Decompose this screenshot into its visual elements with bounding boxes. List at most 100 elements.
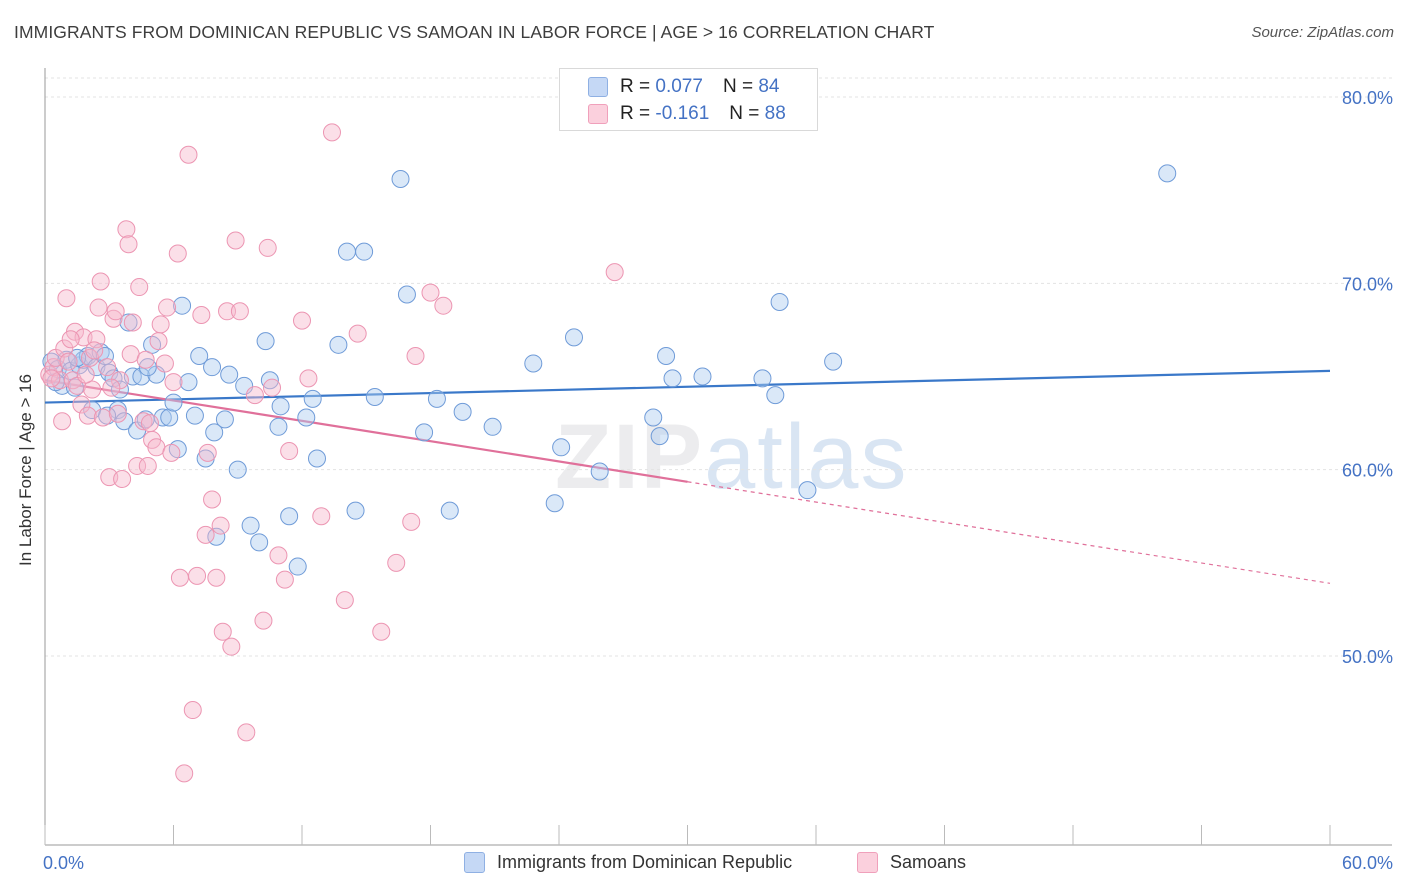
- data-point-dominican-republic: [427, 389, 446, 408]
- watermark: ZIPatlas: [555, 406, 909, 508]
- trend-line-pink-solid: [44, 379, 688, 483]
- points-dominican-republic: [42, 164, 1177, 576]
- data-point-dominican-republic: [160, 408, 179, 427]
- bottom-legend-swatch-blue: [464, 852, 485, 873]
- data-point-dominican-republic: [355, 242, 374, 261]
- data-point-dominican-republic: [644, 408, 663, 427]
- trend-line-pink: [44, 379, 1331, 584]
- data-point-dominican-republic: [663, 369, 682, 388]
- data-point-dominican-republic: [415, 423, 434, 442]
- data-point-samoans: [164, 373, 183, 392]
- data-point-samoans: [322, 123, 341, 142]
- gridlines: [45, 77, 1392, 657]
- data-point-dominican-republic: [220, 365, 239, 384]
- bottom-legend-item-pink: Samoans: [857, 852, 966, 873]
- data-point-dominican-republic: [228, 460, 247, 479]
- data-point-samoans: [237, 723, 256, 742]
- data-point-dominican-republic: [1158, 164, 1177, 183]
- data-point-dominican-republic: [766, 386, 785, 405]
- data-point-dominican-republic: [119, 313, 138, 332]
- data-point-samoans: [155, 354, 174, 373]
- data-point-samoans: [280, 442, 299, 461]
- data-point-samoans: [211, 516, 230, 535]
- data-point-dominican-republic: [397, 285, 416, 304]
- legend-row-blue: R = 0.077 N = 84: [588, 75, 779, 99]
- data-point-dominican-republic: [95, 347, 114, 366]
- bottom-legend-label-blue: Immigrants from Dominican Republic: [497, 852, 793, 872]
- data-point-samoans: [85, 341, 104, 360]
- data-point-dominican-republic: [288, 557, 307, 576]
- chart-title: IMMIGRANTS FROM DOMINICAN REPUBLIC VS SA…: [14, 22, 935, 42]
- bottom-legend-swatch-pink: [857, 852, 878, 873]
- x-tick-label: 60.0%: [1342, 853, 1393, 873]
- bottom-legend-label-pink: Samoans: [890, 852, 967, 872]
- data-point-samoans: [258, 238, 277, 257]
- legend-swatch-blue: [588, 77, 608, 97]
- legend-r-value-blue: 0.077: [655, 76, 703, 97]
- tick-labels: 50.0% 60.0% 70.0% 80.0% 0.0% 60.0%: [43, 88, 1393, 873]
- legend-n-value-pink: 88: [764, 103, 786, 124]
- data-point-samoans: [348, 324, 367, 343]
- data-point-samoans: [89, 298, 108, 317]
- data-point-samoans: [421, 283, 440, 302]
- data-point-samoans: [149, 332, 168, 351]
- legend-r-label: R =: [620, 76, 651, 97]
- data-point-samoans: [275, 570, 294, 589]
- bottom-legend-item-blue: Immigrants from Dominican Republic: [464, 852, 792, 873]
- data-point-samoans: [106, 302, 125, 321]
- data-point-samoans: [226, 231, 245, 250]
- data-point-dominican-republic: [297, 408, 316, 427]
- data-point-samoans: [128, 456, 147, 475]
- data-point-samoans: [102, 378, 121, 397]
- data-point-samoans: [196, 525, 215, 544]
- data-point-dominican-republic: [115, 412, 134, 431]
- data-point-samoans: [293, 311, 311, 330]
- data-point-samoans: [170, 568, 189, 587]
- data-point-dominican-republic: [307, 449, 326, 468]
- data-point-samoans: [117, 220, 136, 239]
- data-point-dominican-republic: [241, 516, 260, 535]
- data-point-samoans: [98, 358, 117, 377]
- data-point-samoans: [130, 278, 149, 297]
- data-point-samoans: [136, 350, 155, 369]
- legend-n-label: N =: [729, 103, 760, 124]
- y-tick-label: 50.0%: [1342, 647, 1393, 667]
- data-point-samoans: [605, 263, 624, 282]
- data-point-dominican-republic: [303, 389, 322, 408]
- data-point-samoans: [188, 566, 207, 585]
- data-point-samoans: [312, 507, 331, 526]
- data-point-samoans: [158, 298, 177, 317]
- data-point-dominican-republic: [205, 423, 224, 442]
- data-point-dominican-republic: [108, 401, 127, 420]
- data-point-samoans: [230, 302, 249, 321]
- y-tick-label: 70.0%: [1342, 274, 1393, 294]
- data-point-samoans: [222, 637, 241, 656]
- data-point-dominican-republic: [132, 367, 151, 386]
- trend-line-pink-dashed: [687, 481, 1331, 584]
- data-point-samoans: [387, 553, 406, 572]
- x-tick-label: 0.0%: [43, 853, 84, 873]
- data-point-samoans: [57, 289, 76, 308]
- data-point-dominican-republic: [203, 358, 222, 377]
- data-point-dominican-republic: [68, 348, 87, 367]
- data-point-dominican-republic: [650, 427, 669, 446]
- data-point-samoans: [151, 315, 170, 334]
- legend-n-value-blue: 84: [758, 76, 780, 97]
- legend-r-value-pink: -0.161: [655, 103, 710, 124]
- y-tick-label: 60.0%: [1342, 461, 1393, 481]
- data-point-samoans: [42, 369, 61, 388]
- legend-row-pink: R = -0.161 N = 88: [588, 102, 786, 126]
- data-point-samoans: [83, 380, 102, 399]
- data-point-dominican-republic: [346, 501, 365, 520]
- data-point-dominican-republic: [337, 242, 356, 261]
- data-point-dominican-republic: [365, 387, 384, 406]
- data-point-dominican-republic: [552, 438, 571, 457]
- points-samoans: [40, 123, 624, 783]
- data-point-samoans: [406, 347, 425, 366]
- axes: [44, 68, 1392, 846]
- data-point-samoans: [213, 622, 232, 641]
- data-point-dominican-republic: [657, 347, 676, 366]
- data-point-samoans: [162, 443, 181, 462]
- data-point-samoans: [147, 438, 166, 457]
